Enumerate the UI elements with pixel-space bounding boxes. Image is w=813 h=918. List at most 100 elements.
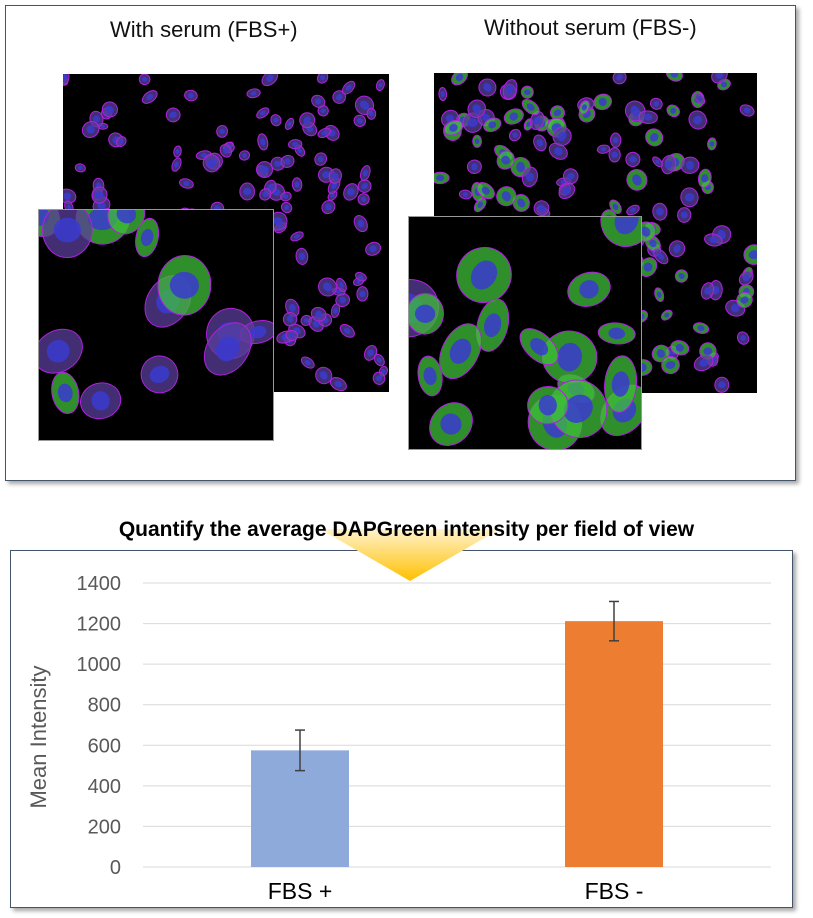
cell <box>483 117 502 133</box>
y-tick-label: 1200 <box>77 614 122 636</box>
cell <box>330 303 341 319</box>
cell <box>135 217 160 258</box>
cell <box>674 269 689 283</box>
cell <box>434 171 450 185</box>
cell <box>533 200 550 216</box>
cell <box>521 166 538 188</box>
cell <box>475 298 510 352</box>
cell <box>521 98 540 116</box>
cell <box>256 107 270 119</box>
cell <box>74 163 86 173</box>
cell <box>645 128 664 147</box>
cell <box>704 233 723 247</box>
cell <box>282 311 298 327</box>
cell <box>239 182 256 201</box>
cell <box>736 291 753 309</box>
cell <box>343 183 359 201</box>
cell <box>458 189 473 200</box>
cell <box>216 125 229 138</box>
cell <box>552 126 572 146</box>
down-arrow-icon <box>320 529 500 581</box>
cell <box>665 73 683 82</box>
cell <box>697 168 712 188</box>
cell <box>608 147 621 163</box>
cell <box>466 159 482 175</box>
cell <box>290 231 304 242</box>
cell <box>284 117 295 130</box>
cell <box>680 156 700 174</box>
cell <box>736 331 750 345</box>
cell <box>688 110 707 130</box>
cell <box>520 85 534 99</box>
cell <box>693 354 714 372</box>
cell <box>202 154 221 173</box>
cell <box>668 240 686 258</box>
cell <box>366 107 377 120</box>
cell <box>184 89 198 102</box>
cell <box>476 182 495 200</box>
cell <box>649 97 663 110</box>
cell <box>318 277 337 297</box>
cell <box>238 150 251 161</box>
y-tick-label: 1000 <box>77 654 122 676</box>
cell <box>329 376 347 392</box>
fbs-minus-label: Without serum (FBS-) <box>484 15 697 40</box>
cell <box>63 74 70 85</box>
cell <box>373 353 385 367</box>
cell <box>295 247 309 265</box>
cell <box>288 139 303 150</box>
cell <box>280 201 293 214</box>
x-tick-label: FBS + <box>268 878 333 904</box>
chart-title: Quantify the average DAPGreen intensity … <box>118 518 695 541</box>
cell <box>315 366 333 385</box>
cell <box>203 322 252 376</box>
cell <box>478 78 497 97</box>
cell <box>291 177 303 192</box>
cell <box>533 134 547 152</box>
x-tick-label: FBS - <box>585 878 644 904</box>
cell <box>443 119 464 136</box>
cell <box>508 128 522 142</box>
cell <box>562 168 579 185</box>
cell <box>626 169 648 191</box>
cell <box>299 112 316 129</box>
cell <box>496 186 517 207</box>
cell <box>502 79 518 100</box>
cell <box>328 168 342 184</box>
bar-fbs-minus <box>565 621 663 867</box>
cell <box>694 93 706 105</box>
cell <box>375 79 385 92</box>
cell <box>610 132 622 148</box>
cell <box>472 134 482 148</box>
y-tick-label: 800 <box>88 695 121 717</box>
cell <box>738 270 754 286</box>
cell <box>429 402 473 446</box>
y-tick-label: 600 <box>88 735 121 757</box>
cell <box>51 371 80 414</box>
cell <box>612 73 627 85</box>
cell <box>257 133 269 151</box>
fbs-minus-zoom-image <box>408 216 642 450</box>
cell <box>661 154 676 175</box>
cell <box>680 187 699 208</box>
cell <box>336 277 347 293</box>
cell <box>417 355 443 397</box>
cell <box>596 144 611 154</box>
cell <box>42 210 93 259</box>
cell <box>677 207 692 223</box>
cell <box>541 330 598 384</box>
bar-chart-frame: 0 200 400 600 800 1000 1200 1400 Mean Intensity F… <box>10 550 793 908</box>
cell <box>314 152 328 166</box>
cell <box>711 73 728 84</box>
fbs-plus-zoom-image <box>38 209 274 441</box>
cell <box>578 100 590 115</box>
cell <box>341 80 356 95</box>
cell <box>357 179 372 193</box>
cell <box>527 386 569 425</box>
cell <box>311 94 326 109</box>
cell <box>652 156 663 168</box>
cell <box>285 329 299 342</box>
cell <box>255 161 274 179</box>
cell <box>107 210 146 235</box>
cell <box>670 340 690 356</box>
